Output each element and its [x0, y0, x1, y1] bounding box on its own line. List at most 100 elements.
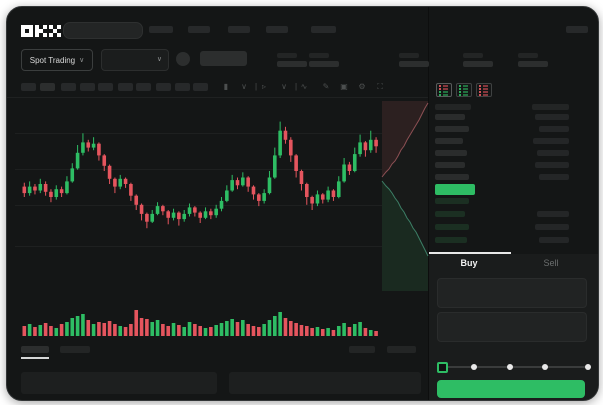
volume-bar	[97, 322, 101, 336]
candlestick	[310, 197, 314, 204]
candle-style-icon[interactable]: ▮	[223, 82, 229, 91]
nav-item-placeholder[interactable]	[188, 26, 210, 33]
orderbook-combined-icon[interactable]	[436, 83, 452, 97]
draw-tool-icon[interactable]: ✎	[322, 82, 330, 91]
chevron-down-icon: ∨	[79, 56, 85, 64]
slider-stop[interactable]	[507, 364, 513, 370]
candlestick	[203, 211, 208, 218]
fullscreen-icon[interactable]: ⛶	[377, 82, 383, 91]
timeframe-button[interactable]	[40, 83, 55, 91]
bid-row-price[interactable]	[435, 224, 469, 230]
ask-row-price[interactable]	[435, 150, 467, 156]
tab-buy[interactable]: Buy	[460, 258, 478, 268]
nav-item-placeholder[interactable]	[266, 26, 288, 33]
amount-slider[interactable]	[437, 357, 591, 377]
bottom-chip-placeholder[interactable]	[349, 346, 375, 353]
search-input[interactable]	[63, 22, 143, 39]
bid-row-price[interactable]	[435, 237, 467, 243]
volume-bar	[166, 326, 171, 336]
line-tool-icon[interactable]: ∿	[300, 82, 308, 91]
slider-stop[interactable]	[542, 364, 548, 370]
ask-row-price[interactable]	[435, 138, 463, 144]
settings-icon[interactable]: ⚙	[358, 82, 366, 91]
volume-bar	[235, 322, 240, 336]
pair-selector[interactable]: ∨	[101, 49, 169, 71]
depth-chart-background	[382, 101, 428, 291]
bottom-tab-placeholder[interactable]	[21, 346, 49, 353]
chevron-down-icon[interactable]: ∨	[281, 82, 287, 91]
volume-bar	[70, 318, 75, 336]
volume-bar	[129, 324, 133, 336]
orderbook-icon-row	[439, 85, 448, 87]
candlestick	[219, 200, 224, 209]
bid-row-price[interactable]	[435, 211, 465, 217]
timeframe-button[interactable]	[98, 83, 113, 91]
volume-bar	[315, 327, 320, 336]
timeframe-button[interactable]	[136, 83, 151, 91]
timeframe-button[interactable]	[156, 83, 171, 91]
bottom-tab-placeholder[interactable]	[60, 346, 90, 353]
ask-row-price[interactable]	[435, 174, 469, 180]
candlestick	[134, 195, 139, 205]
bid-row-amount[interactable]	[537, 211, 569, 217]
volume-bar	[241, 320, 245, 336]
candlestick	[139, 204, 144, 214]
candlestick	[33, 186, 37, 191]
ask-row-amount[interactable]	[535, 114, 569, 120]
market-type-selector[interactable]: Spot Trading ∨	[21, 49, 93, 71]
pair-name-placeholder[interactable]	[200, 51, 247, 66]
orderbook-asks-icon[interactable]	[476, 83, 492, 97]
volume-bar	[262, 324, 266, 336]
buy-button[interactable]	[437, 380, 585, 398]
price-input[interactable]	[437, 278, 587, 308]
ask-row-amount[interactable]	[537, 150, 569, 156]
candlestick	[91, 143, 96, 148]
slider-stop[interactable]	[471, 364, 477, 370]
candlestick	[273, 155, 277, 178]
ask-row-amount[interactable]	[539, 174, 569, 180]
volume-bar	[187, 322, 192, 336]
depth-bids-line	[381, 180, 429, 257]
volume-bar	[113, 324, 117, 336]
candlestick	[262, 193, 266, 201]
ask-row-price[interactable]	[435, 126, 469, 132]
slider-stop[interactable]	[585, 364, 591, 370]
bid-row-price[interactable]	[435, 198, 469, 204]
gridline	[15, 133, 420, 134]
slider-handle[interactable]	[437, 362, 448, 373]
candlestick-chart[interactable]	[15, 101, 429, 347]
nav-item-placeholder[interactable]	[566, 26, 588, 33]
timeframe-button[interactable]	[80, 83, 95, 91]
ask-row-amount[interactable]	[535, 162, 569, 168]
ask-row-amount[interactable]	[533, 138, 569, 144]
volume-bar	[214, 325, 218, 336]
chevron-down-icon[interactable]: ∨	[241, 82, 247, 91]
last-price-pill[interactable]	[435, 184, 475, 195]
candlestick	[150, 213, 155, 222]
divider	[7, 97, 428, 98]
volume-bar	[54, 328, 59, 336]
ask-row-price[interactable]	[435, 114, 465, 120]
timeframe-button[interactable]	[61, 83, 76, 91]
ask-row-price[interactable]	[435, 162, 465, 168]
nav-item-placeholder[interactable]	[228, 26, 250, 33]
timeframe-button[interactable]	[21, 83, 36, 91]
screenshot-icon[interactable]: ▣	[340, 82, 348, 91]
volume-bar	[278, 312, 282, 336]
bottom-chip-placeholder[interactable]	[387, 346, 416, 353]
timeframe-button[interactable]	[118, 83, 133, 91]
bid-row-amount[interactable]	[539, 237, 569, 243]
tab-sell[interactable]: Sell	[543, 258, 559, 268]
timeframe-button[interactable]	[193, 83, 208, 91]
orderbook-bids-icon[interactable]	[456, 83, 472, 97]
candlestick	[294, 155, 298, 171]
volume-bar	[320, 329, 325, 336]
ask-row-amount[interactable]	[539, 126, 569, 132]
bid-row-amount[interactable]	[535, 224, 569, 230]
amount-input[interactable]	[437, 312, 587, 342]
nav-item-placeholder[interactable]	[311, 26, 336, 33]
nav-item-placeholder[interactable]	[149, 26, 173, 33]
okx-logo[interactable]	[21, 23, 61, 39]
timeframe-button[interactable]	[175, 83, 190, 91]
indicators-icon[interactable]: ▹	[261, 82, 266, 91]
